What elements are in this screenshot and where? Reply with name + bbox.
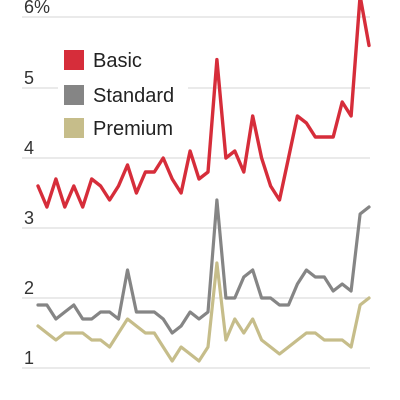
legend-swatch-premium <box>64 118 84 138</box>
y-tick-label-2: 2 <box>24 278 34 298</box>
y-tick-label-1: 1 <box>24 348 34 368</box>
legend: Basic Standard Premium <box>58 46 188 142</box>
legend-swatch-standard <box>64 85 84 105</box>
series-line-standard <box>36 198 371 335</box>
series-line-basic <box>36 0 371 209</box>
series-lines <box>36 0 371 363</box>
y-tick-label-5: 5 <box>24 68 34 88</box>
legend-label-basic: Basic <box>93 50 142 72</box>
legend-label-premium: Premium <box>93 118 173 140</box>
legend-item-basic: Basic <box>58 46 188 74</box>
y-axis-tick-labels: 1 2 3 4 5 6% <box>24 0 50 368</box>
series-line-premium <box>36 261 371 363</box>
y-tick-label-4: 4 <box>24 138 34 158</box>
legend-label-standard: Standard <box>93 85 174 107</box>
y-tick-label-3: 3 <box>24 208 34 228</box>
legend-item-premium: Premium <box>58 114 188 142</box>
y-tick-label-6: 6% <box>24 0 50 17</box>
legend-item-standard: Standard <box>58 81 188 109</box>
legend-swatch-basic <box>64 50 84 70</box>
